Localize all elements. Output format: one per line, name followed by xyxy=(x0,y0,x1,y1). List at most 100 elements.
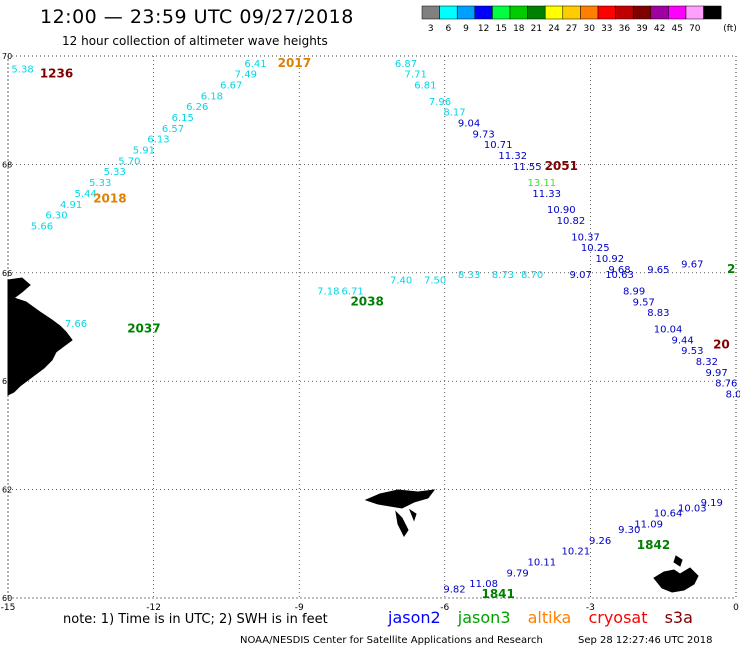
legend-label: 15 xyxy=(495,24,506,34)
swh-value-cryosat: 7.18 xyxy=(317,286,339,297)
iceland-coast xyxy=(7,277,73,396)
swh-value-cryosat: 5.66 xyxy=(31,221,53,232)
pass-time-label: 1841 xyxy=(481,587,514,601)
swh-value-jason2: 9.97 xyxy=(705,368,727,379)
legend-unit: (ft) xyxy=(723,24,737,34)
swh-value-cryosat: 6.15 xyxy=(172,113,194,124)
swh-value-jason2: 9.65 xyxy=(647,265,669,276)
swh-value-cryosat: 5.91 xyxy=(133,146,155,157)
legend-swatch xyxy=(703,5,722,20)
legend-label: 21 xyxy=(531,24,542,34)
legend-label: 9 xyxy=(463,24,469,34)
shetland-islands xyxy=(653,555,699,593)
legend-label: 36 xyxy=(619,24,631,34)
swh-value-jason2: 11.55 xyxy=(513,162,542,173)
lon-tick-label: 0 xyxy=(733,603,739,613)
swh-value-cryosat: 6.67 xyxy=(220,81,242,92)
pass-time-label: 2037 xyxy=(127,321,160,335)
swh-value-cryosat: 7.66 xyxy=(65,319,87,330)
swh-value-cryosat: 5.38 xyxy=(11,64,33,75)
swh-value-cryosat: 8.73 xyxy=(492,270,514,281)
swh-value-jason2: 10.92 xyxy=(595,254,624,265)
swh-value-jason2: 8.83 xyxy=(647,308,669,319)
swh-value-jason2: 10.21 xyxy=(562,547,591,558)
pass-time-label: 2038 xyxy=(350,294,383,308)
pass-time-label: 1236 xyxy=(40,67,73,81)
swh-value-cryosat: 5.70 xyxy=(118,156,140,167)
swh-value-jason2: 8.76 xyxy=(715,379,737,390)
legend-label: 45 xyxy=(671,24,682,34)
satellite-key-jason2: jason2 xyxy=(388,608,441,627)
swh-value-cryosat: 8.33 xyxy=(458,270,480,281)
legend-label: 27 xyxy=(566,24,577,34)
footer-timestamp: Sep 28 12:27:46 UTC 2018 xyxy=(578,635,713,646)
satellite-key-jason3: jason3 xyxy=(457,608,511,627)
map-subtitle: 12 hour collection of altimeter wave hei… xyxy=(62,34,328,48)
color-scale-legend: 3 6 9 12 15 18 21 24 27 30 33 36 39 42 45 70 (ft) xyxy=(421,5,737,34)
legend-label: 3 xyxy=(428,24,434,34)
legend-label: 18 xyxy=(513,24,525,34)
swh-value-jason2: 10.71 xyxy=(484,140,513,151)
pass-time-label: 2051 xyxy=(545,159,578,173)
legend-label: 39 xyxy=(636,24,648,34)
lon-tick-label: -12 xyxy=(146,603,161,613)
lon-tick-label: -9 xyxy=(295,603,304,613)
swh-value-cryosat: 6.87 xyxy=(395,59,417,70)
satellite-key-altika: altika xyxy=(527,608,572,627)
lon-tick-label: -15 xyxy=(1,603,16,613)
pass-time-label: 20 xyxy=(713,338,730,352)
swh-value-jason2: 9.30 xyxy=(618,525,640,536)
swh-value-jason2: 9.57 xyxy=(633,297,655,308)
lon-tick-label: -3 xyxy=(586,603,595,613)
lat-tick-label: 62 xyxy=(2,486,12,495)
swh-value-jason2: 10.25 xyxy=(581,243,610,254)
swh-value-jason2: 8.0 xyxy=(726,389,740,400)
swh-value-cryosat: 5.44 xyxy=(75,189,97,200)
pass-time-label: 1842 xyxy=(637,538,670,552)
swh-value-jason3: 13.11 xyxy=(528,178,557,189)
swh-value-jason2: 11.32 xyxy=(498,151,527,162)
swh-value-jason2: 9.73 xyxy=(472,129,494,140)
swh-value-jason2: 9.82 xyxy=(443,585,465,596)
swh-value-jason2: 9.68 xyxy=(608,265,630,276)
legend-label: 30 xyxy=(583,24,595,34)
map-frame xyxy=(7,55,737,599)
swh-value-cryosat: 8.70 xyxy=(521,270,543,281)
swh-value-jason2: 9.07 xyxy=(570,270,592,281)
footer-credit: NOAA/NESDIS Center for Satellite Applica… xyxy=(240,635,543,646)
swh-value-cryosat: 7.96 xyxy=(429,97,451,108)
swh-value-jason2: 10.03 xyxy=(678,503,707,514)
swh-value-cryosat: 7.50 xyxy=(424,276,446,287)
swh-value-cryosat: 8.17 xyxy=(443,108,465,119)
swh-value-cryosat: 6.13 xyxy=(147,135,169,146)
swh-value-jason2: 8.99 xyxy=(623,286,645,297)
legend-label: 70 xyxy=(689,24,701,34)
swh-value-cryosat: 5.33 xyxy=(89,178,111,189)
satellite-key-s3a: s3a xyxy=(664,608,693,627)
swh-value-cryosat: 6.26 xyxy=(186,102,208,113)
legend-label: 33 xyxy=(601,24,612,34)
pass-time-label: 2017 xyxy=(278,56,311,70)
swh-value-jason2: 9.26 xyxy=(589,536,611,547)
swh-value-jason2: 10.90 xyxy=(547,205,576,216)
swh-value-cryosat: 6.81 xyxy=(414,81,436,92)
swh-value-jason2: 9.19 xyxy=(701,498,723,509)
swh-value-jason2: 8.32 xyxy=(696,357,718,368)
swh-value-cryosat: 4.91 xyxy=(60,200,82,211)
swh-value-jason2: 11.09 xyxy=(634,520,663,531)
swh-value-jason2: 9.04 xyxy=(458,118,480,129)
swh-value-cryosat: 5.33 xyxy=(104,167,126,178)
footer-note: note: 1) Time is in UTC; 2) SWH is in fe… xyxy=(63,612,328,627)
map-title: 12:00 — 23:59 UTC 09/27/2018 xyxy=(40,6,354,28)
swh-value-cryosat: 6.57 xyxy=(162,124,184,135)
swh-value-jason2: 11.33 xyxy=(532,189,561,200)
swh-value-jason2: 10.37 xyxy=(571,232,600,243)
lat-tick-label: 66 xyxy=(2,269,12,278)
lon-tick-label: -6 xyxy=(440,603,449,613)
swh-value-cryosat: 7.49 xyxy=(235,70,257,81)
swh-value-jason2: 10.64 xyxy=(654,509,683,520)
lat-tick-label: 68 xyxy=(2,160,12,169)
lat-tick-label: 64 xyxy=(2,377,12,386)
swh-value-jason2: 10.04 xyxy=(654,324,683,335)
